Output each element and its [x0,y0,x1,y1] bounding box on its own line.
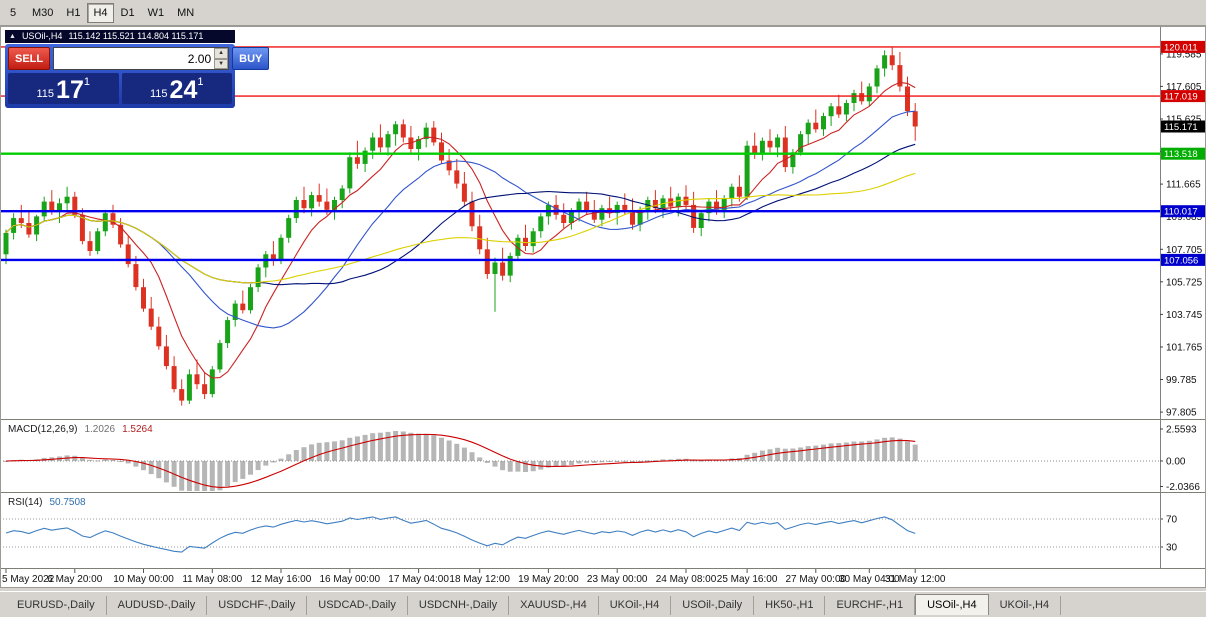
chart-tab-audusd-daily[interactable]: AUDUSD-,Daily [107,596,208,615]
macd-scale[interactable]: 2.5593 0.00 -2.0366 [1160,425,1200,494]
volume-down-button[interactable]: ▼ [214,58,229,69]
chart-background [0,26,1206,588]
price-scale[interactable]: 119.585117.605115.625113.645111.665109.6… [1160,49,1203,419]
chart-tab-xauusd-h4[interactable]: XAUUSD-,H4 [509,596,599,615]
ask-price-prefix: 115 [150,88,168,100]
svg-text:111.665: 111.665 [1166,180,1201,191]
price-chart[interactable]: 7030119.585117.605115.625113.645111.6651… [0,26,1206,588]
timeframe-toolbar: 5 M30 H1 H4 D1 W1 MN [0,0,1206,26]
svg-text:17 May 04:00: 17 May 04:00 [388,574,449,585]
timeframe-button-5[interactable]: 5 [1,2,25,23]
svg-text:107.056: 107.056 [1164,255,1198,266]
chart-tab-usdchf-daily[interactable]: USDCHF-,Daily [207,596,308,615]
volume-spinner[interactable]: ▲ ▼ [53,47,230,70]
ask-price-pip: 1 [197,76,204,88]
svg-text:27 May 00:00: 27 May 00:00 [785,574,846,585]
sell-button[interactable]: SELL [8,47,51,70]
chart-tab-usdcad-daily[interactable]: USDCAD-,Daily [307,596,408,615]
rsi-scale-label: 70 [1166,515,1178,526]
svg-text:31 May 12:00: 31 May 12:00 [885,574,946,585]
svg-text:11 May 08:00: 11 May 08:00 [182,574,242,585]
svg-text:113.518: 113.518 [1164,149,1198,160]
rsi-value: 50.7508 [49,497,86,508]
rsi-indicator-label: RSI(14) 50.7508 [8,497,86,508]
svg-text:109.685: 109.685 [1166,212,1203,223]
ma-8-line [5,81,916,379]
rsi-line [5,516,916,553]
timeframe-button-mn[interactable]: MN [171,2,201,23]
chart-tab-usdcnh-daily[interactable]: USDCNH-,Daily [408,596,510,615]
rsi-scale-label: 30 [1166,543,1178,554]
svg-text:24 May 08:00: 24 May 08:00 [656,574,717,585]
svg-text:5 May 2022: 5 May 2022 [2,574,55,585]
macd-indicator-label: MACD(12,26,9) 1.2026 1.5264 [8,424,153,435]
svg-text:115.171: 115.171 [1164,122,1198,133]
svg-text:120.011: 120.011 [1164,42,1198,53]
one-click-trading-toggle-icon[interactable]: ▲ [9,33,16,40]
chart-tab-usoil-daily[interactable]: USOil-,Daily [671,596,755,615]
svg-text:0.00: 0.00 [1166,457,1186,468]
macd-main-value: 1.2026 [84,424,116,435]
svg-text:105.725: 105.725 [1166,277,1203,288]
svg-text:103.745: 103.745 [1166,310,1203,321]
bid-price-prefix: 115 [36,88,55,100]
svg-text:101.765: 101.765 [1166,343,1203,354]
chart-tab-usoil-h4[interactable]: USOil-,H4 [915,594,989,615]
svg-text:18 May 12:00: 18 May 12:00 [449,574,510,585]
buy-button[interactable]: BUY [232,47,270,70]
timeframe-button-h4[interactable]: H4 [87,2,114,23]
volume-input[interactable] [54,48,215,69]
timeframe-button-h1[interactable]: H1 [60,2,87,23]
svg-text:117.605: 117.605 [1166,82,1202,93]
bid-price-pip: 1 [83,76,90,88]
svg-text:16 May 00:00: 16 May 00:00 [319,574,380,585]
chart-region[interactable]: 7030119.585117.605115.625113.645111.6651… [0,26,1206,588]
svg-text:-2.0366: -2.0366 [1166,482,1200,493]
timeframe-buttons: 5 M30 H1 H4 D1 W1 MN [1,2,201,23]
svg-text:115.625: 115.625 [1166,115,1202,126]
chart-titlebar: ▲ USOil-,H4 115.142 115.521 114.804 115.… [5,30,235,43]
chart-tabs: EURUSD-,Daily AUDUSD-,Daily USDCHF-,Daily U… [6,594,1062,615]
svg-text:19 May 20:00: 19 May 20:00 [518,574,579,585]
macd-name: MACD(12,26,9) [8,424,78,435]
timeframe-button-m30[interactable]: M30 [26,2,60,23]
bid-price-big-digits: 17 [56,76,84,104]
svg-text:25 May 16:00: 25 May 16:00 [717,574,778,585]
timeframe-button-d1[interactable]: D1 [114,2,141,23]
volume-spin-buttons: ▲ ▼ [214,48,229,69]
timeframe-button-w1[interactable]: W1 [141,2,171,23]
svg-text:97.805: 97.805 [1166,408,1197,419]
ask-price-display[interactable]: 115 24 1 [121,73,232,104]
chart-tab-hk50-h1[interactable]: HK50-,H1 [754,596,826,615]
svg-text:23 May 00:00: 23 May 00:00 [587,574,648,585]
svg-text:30 May 04:00: 30 May 04:00 [839,574,900,585]
svg-text:107.705: 107.705 [1166,245,1203,256]
volume-up-button[interactable]: ▲ [214,48,229,59]
chart-ohlc-readout: 115.142 115.521 114.804 115.171 [68,31,204,41]
svg-text:99.785: 99.785 [1166,375,1197,386]
ask-price-big-digits: 24 [169,76,198,104]
svg-text:110.017: 110.017 [1164,207,1198,218]
chart-tab-eurusd-daily[interactable]: EURUSD-,Daily [6,596,107,615]
svg-text:12 May 16:00: 12 May 16:00 [251,574,312,585]
macd-signal-line [5,433,916,488]
macd-signal-value: 1.5264 [122,424,153,435]
svg-text:117.019: 117.019 [1164,92,1198,103]
bid-price-display[interactable]: 115 17 1 [8,73,119,104]
chart-symbol-period: USOil-,H4 [21,31,63,41]
chart-tab-eurchf-h1[interactable]: EURCHF-,H1 [825,596,916,615]
svg-text:6 May 20:00: 6 May 20:00 [47,574,102,585]
chart-tab-ukoil-h4[interactable]: UKOil-,H4 [989,596,1062,615]
rsi-name: RSI(14) [8,497,43,508]
svg-text:119.585: 119.585 [1166,49,1202,60]
price-level-tags: 120.011 117.019 115.171 113.518 110.017 107.0… [1161,40,1206,266]
svg-text:2.5593: 2.5593 [1166,425,1197,436]
ma-55-line [5,172,916,284]
chart-tab-ukoil-h4[interactable]: UKOil-,H4 [599,596,672,615]
svg-text:10 May 00:00: 10 May 00:00 [113,574,174,585]
chart-tab-bar: EURUSD-,Daily AUDUSD-,Daily USDCHF-,Daily U… [0,591,1206,615]
